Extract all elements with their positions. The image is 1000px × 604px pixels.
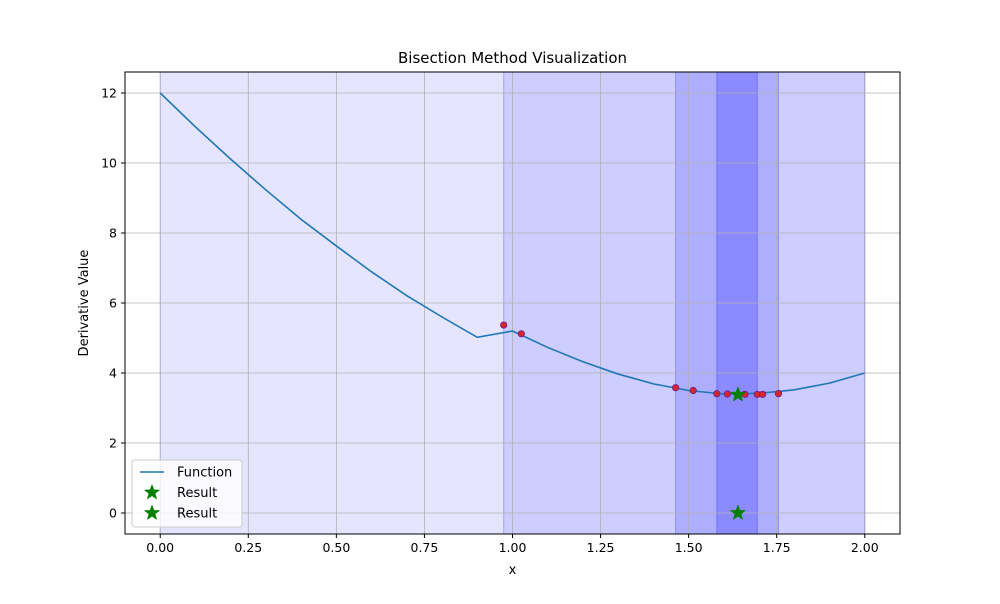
- y-axis-label: Derivative Value: [77, 250, 92, 357]
- x-axis-ticks: 0.00 0.25 0.50 0.75 1.00 1.25 1.50 1.75 2.00: [146, 534, 879, 555]
- legend: Function Result Result: [131, 459, 243, 528]
- iteration-point: [689, 386, 697, 395]
- iteration-point: [517, 330, 525, 338]
- legend-swatch-star: [143, 504, 161, 521]
- y-tick-label: 8: [109, 226, 117, 241]
- x-tick-label: 0.50: [322, 540, 350, 555]
- iteration-point: [759, 390, 767, 398]
- legend-entries: Function Result Result: [140, 466, 232, 522]
- result-markers: [729, 385, 747, 521]
- x-tick-label: 0.75: [411, 540, 439, 555]
- iteration-points: [500, 321, 783, 398]
- iteration-point: [774, 390, 783, 398]
- legend-label: Result: [177, 507, 217, 522]
- y-tick-label: 6: [109, 296, 117, 311]
- iteration-point: [500, 321, 508, 329]
- x-tick-label: 1.25: [587, 540, 615, 555]
- x-tick-label: 2.00: [851, 540, 879, 555]
- iteration-point: [723, 390, 731, 398]
- y-tick-label: 10: [101, 156, 117, 171]
- x-tick-label: 1.00: [499, 540, 527, 555]
- result-marker: [729, 385, 747, 402]
- chart-title: Bisection Method Visualization: [398, 49, 627, 67]
- grid: [125, 72, 900, 534]
- x-tick-label: 1.50: [675, 540, 703, 555]
- x-axis-label: x: [509, 563, 517, 578]
- legend-box: [131, 459, 243, 528]
- y-tick-label: 2: [109, 436, 117, 451]
- legend-label: Function: [177, 466, 232, 481]
- x-tick-label: 0.25: [234, 540, 262, 555]
- legend-label: Result: [177, 486, 217, 501]
- y-tick-label: 12: [101, 86, 117, 101]
- x-tick-label: 0.00: [146, 540, 174, 555]
- y-axis-ticks: 0 2 4 6 8 10 12: [101, 86, 125, 521]
- x-tick-label: 1.75: [763, 540, 791, 555]
- iteration-point: [713, 390, 721, 398]
- result-marker: [729, 504, 747, 521]
- iteration-point: [672, 384, 680, 392]
- legend-swatch-star: [143, 483, 161, 500]
- y-tick-label: 4: [109, 366, 117, 381]
- y-tick-label: 0: [109, 506, 117, 521]
